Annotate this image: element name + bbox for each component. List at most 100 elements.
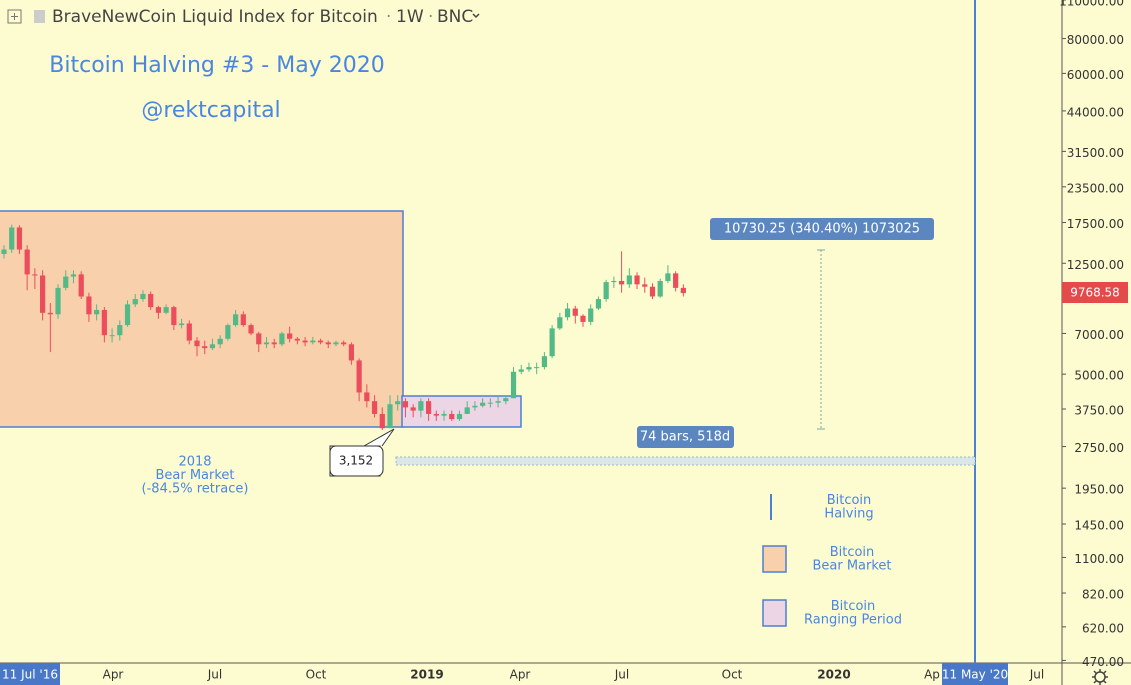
y-tick-label: 110000.00 bbox=[1059, 0, 1124, 9]
candle-body bbox=[248, 325, 254, 334]
candle-body bbox=[32, 274, 38, 276]
y-tick-label: 1950.00 bbox=[1074, 483, 1124, 497]
x-tick-label: 2020 bbox=[817, 668, 850, 682]
candle-body bbox=[603, 282, 609, 300]
candle-body bbox=[209, 344, 216, 349]
candles bbox=[1, 224, 686, 431]
y-axis: 110000.00 80000.00 60000.00 44000.00 31500.0… bbox=[1059, 0, 1124, 669]
y-tick-label: 44000.00 bbox=[1067, 105, 1124, 119]
x-tick-highlight bbox=[0, 663, 60, 685]
gear-teeth bbox=[1092, 669, 1108, 685]
header-icons[interactable] bbox=[7, 9, 45, 24]
x-tick-label: Jul bbox=[614, 668, 629, 682]
y-tick-label: 12500.00 bbox=[1067, 258, 1124, 272]
candle-body bbox=[240, 314, 246, 326]
candle-body bbox=[217, 338, 223, 345]
candle-body bbox=[379, 413, 385, 429]
x-tick-label: 11 May '20 bbox=[942, 668, 1008, 682]
interval: 1W bbox=[396, 7, 424, 27]
y-tick-label: 17500.00 bbox=[1067, 217, 1124, 231]
candle-body bbox=[279, 333, 285, 345]
candle-body bbox=[626, 275, 632, 285]
candle-body bbox=[63, 276, 69, 288]
legend-label: Bitcoin bbox=[830, 545, 875, 560]
price-axis-panel bbox=[1062, 0, 1131, 685]
y-tick-label: 820.00 bbox=[1082, 588, 1124, 602]
dropdown-arrow[interactable] bbox=[472, 13, 480, 19]
candle-body bbox=[256, 333, 262, 345]
x-tick-label: Apr bbox=[103, 668, 124, 682]
candle-body bbox=[333, 342, 339, 345]
candle-body bbox=[271, 342, 277, 345]
x-tick-label: Oct bbox=[722, 668, 743, 682]
x-tick-label: 2019 bbox=[410, 668, 443, 682]
legend-label: Bear Market bbox=[812, 559, 891, 574]
candle-body bbox=[341, 342, 347, 345]
low-callout-label: 3,152 bbox=[339, 454, 373, 468]
bear-market-box[interactable] bbox=[0, 210, 404, 428]
y-tick-label: 23500.00 bbox=[1067, 181, 1124, 195]
ranging-box[interactable] bbox=[401, 395, 522, 428]
candle-body bbox=[294, 338, 300, 341]
candle-body bbox=[634, 275, 640, 285]
candle-body bbox=[510, 371, 517, 399]
candle-body bbox=[580, 315, 586, 322]
candle-body bbox=[572, 308, 578, 316]
separator: · bbox=[386, 7, 391, 27]
candle-body bbox=[495, 401, 501, 403]
legend-swatch bbox=[762, 545, 787, 573]
bear-label-line: Bear Market bbox=[155, 468, 234, 483]
y-tick-label: 1450.00 bbox=[1074, 519, 1124, 533]
candle-body bbox=[132, 299, 138, 305]
candle-body bbox=[86, 296, 92, 315]
candle-body bbox=[426, 401, 432, 414]
range-label: 74 bars, 518d bbox=[640, 430, 730, 445]
candle-body bbox=[94, 309, 100, 315]
candle-body bbox=[526, 367, 532, 370]
measure-label-box bbox=[710, 218, 934, 240]
candle-body bbox=[503, 398, 509, 402]
candle-body bbox=[564, 308, 571, 318]
candle-body bbox=[24, 249, 30, 275]
candle-body bbox=[40, 275, 46, 313]
candle-body bbox=[588, 308, 594, 322]
symbol-icon[interactable] bbox=[34, 10, 45, 23]
x-axis: 11 Jul '16 Apr Jul Oct 2019 Apr Jul Oct 2020 Ap 11… bbox=[0, 663, 1044, 685]
candle-body bbox=[518, 369, 524, 372]
candle-body bbox=[263, 342, 270, 345]
symbol-name: BraveNewCoin Liquid Index for Bitcoin bbox=[52, 7, 378, 27]
settings-icon[interactable] bbox=[1092, 669, 1108, 685]
candle-body bbox=[464, 407, 470, 414]
legend-label: Bitcoin bbox=[831, 599, 876, 614]
measure-label: 10730.25 (340.40%) 1073025 bbox=[724, 222, 920, 237]
candle-body bbox=[70, 274, 77, 277]
candle-body bbox=[55, 287, 61, 315]
candle-body bbox=[356, 360, 362, 393]
candle-body bbox=[387, 404, 393, 429]
measure-ends bbox=[817, 249, 825, 430]
candle-body bbox=[418, 401, 424, 411]
candle-body bbox=[472, 405, 478, 408]
bear-label-line: 2018 bbox=[178, 455, 211, 470]
candle-body bbox=[642, 284, 648, 287]
x-tick-label: Ap bbox=[924, 668, 940, 682]
candle-body bbox=[317, 340, 324, 343]
candle-body bbox=[534, 367, 540, 369]
candle-body bbox=[1, 249, 7, 254]
candle-body bbox=[449, 413, 455, 420]
y-tick-label: 470.00 bbox=[1082, 655, 1124, 669]
y-tick-label: 60000.00 bbox=[1067, 68, 1124, 82]
candle-body bbox=[178, 323, 185, 326]
legend-label: Ranging Period bbox=[804, 613, 902, 628]
candle-body bbox=[47, 312, 53, 315]
candle-body bbox=[557, 317, 563, 329]
legend-swatch bbox=[762, 599, 787, 627]
add-icon[interactable] bbox=[7, 9, 22, 24]
legend-label: Halving bbox=[824, 507, 873, 522]
exchange: BNC bbox=[437, 7, 473, 27]
candle-body bbox=[287, 333, 293, 339]
candle-body bbox=[441, 413, 447, 416]
legend-label: Bitcoin bbox=[827, 493, 872, 508]
range-bar[interactable] bbox=[395, 456, 976, 466]
